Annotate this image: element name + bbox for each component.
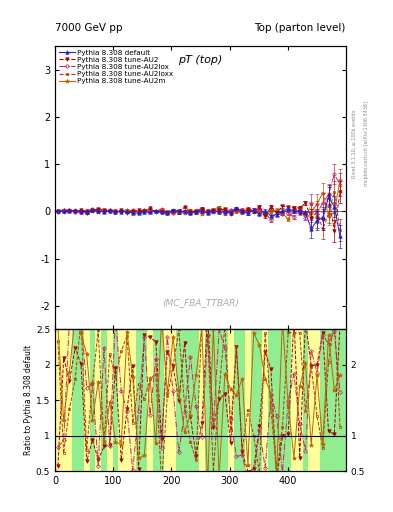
Bar <box>90 329 95 471</box>
Bar <box>228 329 233 471</box>
Bar <box>66 329 72 471</box>
Bar <box>233 329 239 471</box>
Bar <box>297 329 303 471</box>
Bar <box>274 329 279 471</box>
Bar <box>55 329 61 471</box>
Bar <box>95 329 101 471</box>
Bar <box>182 329 187 471</box>
Legend: Pythia 8.308 default, Pythia 8.308 tune-AU2, Pythia 8.308 tune-AU2lox, Pythia 8.: Pythia 8.308 default, Pythia 8.308 tune-… <box>57 48 175 86</box>
Bar <box>205 329 211 471</box>
Bar <box>199 329 205 471</box>
Bar <box>251 329 257 471</box>
Bar <box>216 329 222 471</box>
Bar <box>78 329 84 471</box>
Bar <box>291 329 297 471</box>
Bar <box>159 329 164 471</box>
Text: mcplots.cern.ch [arXiv:1306.3436]: mcplots.cern.ch [arXiv:1306.3436] <box>364 101 369 186</box>
Bar <box>61 329 66 471</box>
Bar <box>337 329 343 471</box>
Bar <box>285 329 291 471</box>
Bar <box>257 329 262 471</box>
Bar <box>176 329 182 471</box>
Bar <box>124 329 130 471</box>
Bar <box>279 329 285 471</box>
Y-axis label: Ratio to Pythia 8.308 default: Ratio to Pythia 8.308 default <box>24 345 33 455</box>
Bar <box>309 329 314 471</box>
Bar <box>303 329 309 471</box>
Bar <box>130 329 136 471</box>
Bar <box>245 329 251 471</box>
Bar <box>222 329 228 471</box>
Bar <box>239 329 245 471</box>
Text: (MC_FBA_TTBAR): (MC_FBA_TTBAR) <box>162 297 239 307</box>
Bar <box>268 329 274 471</box>
Bar <box>320 329 326 471</box>
Bar <box>193 329 199 471</box>
Bar <box>118 329 124 471</box>
Bar <box>331 329 337 471</box>
Text: 7000 GeV pp: 7000 GeV pp <box>55 23 123 33</box>
Bar <box>141 329 147 471</box>
Bar <box>326 329 331 471</box>
Bar <box>136 329 141 471</box>
Bar <box>314 329 320 471</box>
Text: Top (parton level): Top (parton level) <box>254 23 346 33</box>
Bar <box>187 329 193 471</box>
Bar <box>147 329 153 471</box>
Bar <box>72 329 78 471</box>
Bar <box>170 329 176 471</box>
Text: Rivet 3.1.10, ≥ 100k events: Rivet 3.1.10, ≥ 100k events <box>352 109 357 178</box>
Bar <box>262 329 268 471</box>
Bar <box>211 329 216 471</box>
Bar <box>107 329 113 471</box>
Bar <box>153 329 159 471</box>
Bar <box>164 329 170 471</box>
Text: pT (top): pT (top) <box>178 55 222 65</box>
Bar <box>101 329 107 471</box>
Bar <box>113 329 118 471</box>
Bar <box>84 329 90 471</box>
